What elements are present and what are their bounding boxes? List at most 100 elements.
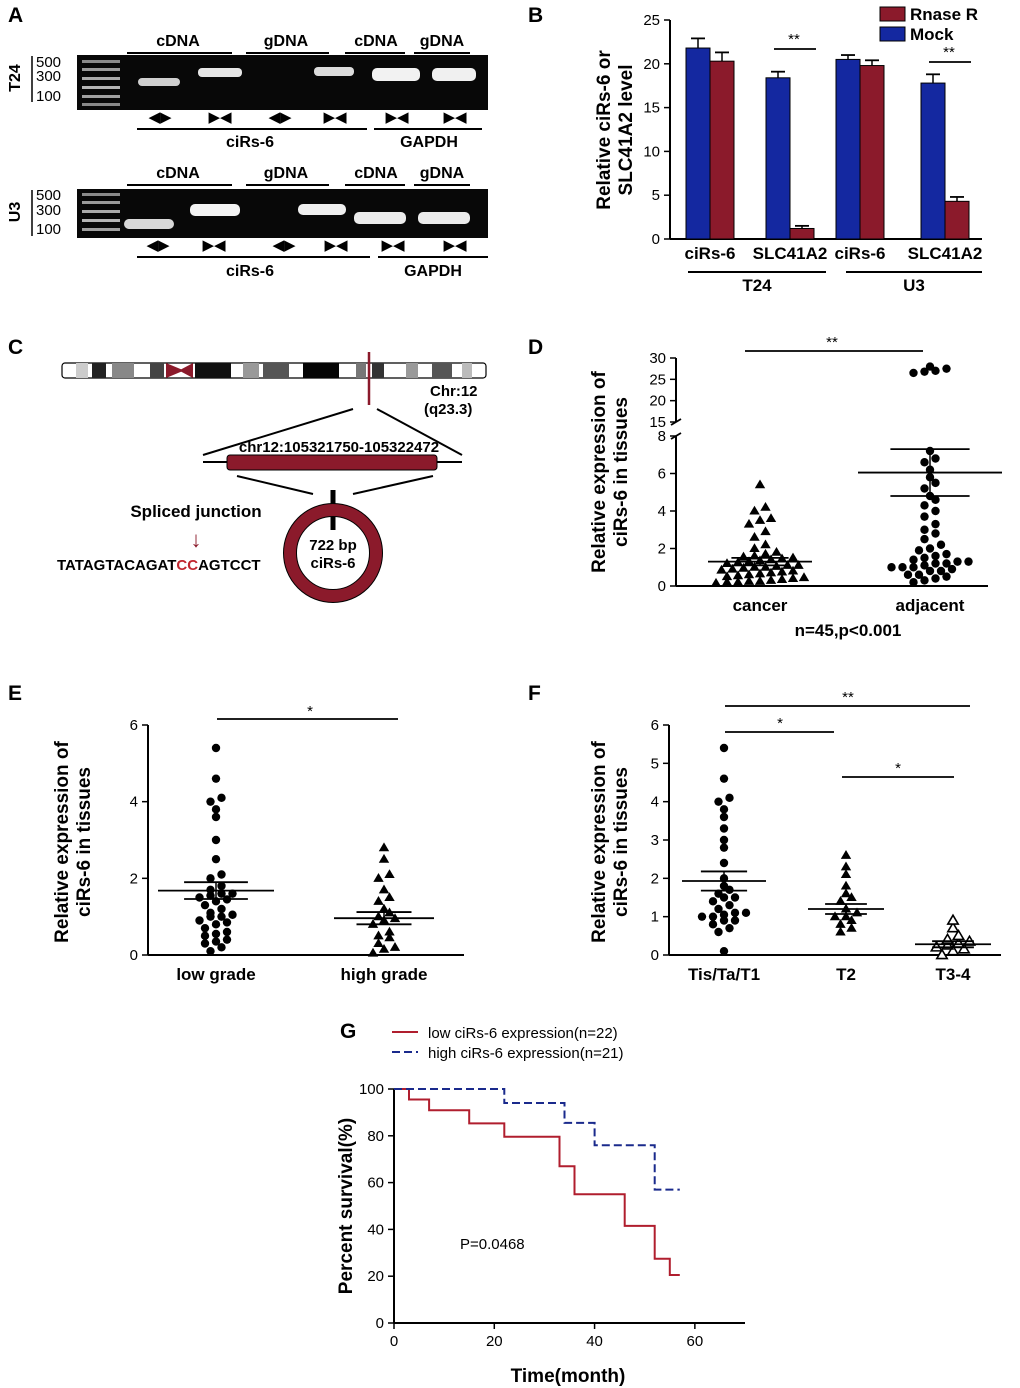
point-e-0-8: [200, 923, 210, 933]
y-tick-label-lower-d-1: 2: [658, 541, 666, 558]
circle-name: ciRs-6: [310, 555, 355, 572]
point-d-cancer-24: [721, 558, 733, 568]
point-f-0-26: [714, 797, 723, 806]
point-e-0-34: [211, 774, 221, 783]
chr-label: Chr:12: [430, 383, 478, 400]
point-f-0-2: [725, 923, 734, 933]
x-tick-label-g-0: 0: [390, 1333, 398, 1350]
point-e-0-13: [217, 912, 226, 921]
point-e-1-3: [373, 938, 384, 948]
point-d-adjacent-24: [920, 534, 929, 544]
point-d-cancer-9: [721, 571, 733, 581]
y-tick-label-lower-d-0: 0: [658, 578, 666, 595]
point-f-0-12: [725, 900, 734, 910]
y-axis-title-line1: Relative expression of: [589, 370, 610, 572]
point-f-0-22: [719, 835, 729, 845]
point-d-adjacent-43: [942, 364, 951, 373]
point-d-adjacent-27: [931, 519, 940, 529]
x-tick-label-f-1: T2: [836, 965, 856, 984]
point-d-cancer-38: [760, 526, 771, 536]
point-d-cancer-44: [754, 479, 766, 489]
y-tick-label-b-3: 15: [643, 100, 660, 117]
gel-header-gdna-2: gDNA: [420, 33, 465, 50]
point-d-cancer-17: [727, 563, 738, 573]
point-d-adjacent-38: [931, 454, 940, 463]
point-d-cancer-2: [732, 576, 744, 586]
point-d-cancer-7: [787, 573, 799, 583]
point-f-0-7: [708, 912, 718, 921]
point-d-cancer-35: [749, 543, 760, 553]
y-axis-title-line1: Relative ciRs-6 or: [594, 50, 615, 210]
point-d-cancer-42: [749, 505, 760, 515]
point-f-0-8: [719, 910, 729, 919]
point-e-0-27: [217, 870, 226, 879]
bar-mock-0: [685, 47, 711, 240]
scatter-chart-f: 0 1 2 3 4 5 6 Relative expression of ciRs-6 in t…: [589, 689, 1001, 984]
point-e-1-12: [378, 903, 390, 913]
point-e-0-26: [206, 874, 215, 883]
point-d-adjacent-6: [925, 566, 935, 576]
point-d-adjacent-2: [931, 574, 940, 583]
primer-convergent-5: ▶◀: [202, 237, 226, 254]
gel-marker-500-u3: 500: [36, 187, 61, 204]
region-label: chr12:105321750-105322472: [239, 439, 439, 456]
point-d-cancer-4: [754, 576, 766, 585]
legend-swatch-b-1: [879, 26, 906, 42]
bar-chart-b: 0 5 10 15 20 25 Relative ciRs-6 or SLC41A2 leve…: [594, 5, 982, 295]
point-e-0-7: [222, 927, 232, 937]
point-d-adjacent-44: [925, 362, 935, 371]
y-axis-title-g: Percent survival(%): [336, 1118, 357, 1294]
bar-mock-2: [835, 58, 861, 240]
point-f-0-29: [719, 743, 729, 753]
x-axis-title-g: Time(month): [511, 1366, 626, 1387]
y-tick-label-b-5: 25: [643, 12, 660, 29]
sig-label-b-1: **: [943, 44, 955, 61]
point-d-adjacent-18: [920, 553, 929, 563]
point-f-0-27: [725, 793, 734, 803]
point-f-1-14: [840, 850, 852, 859]
primer-convergent-4: ▶◀: [443, 109, 467, 126]
panel-label-f: F: [528, 682, 541, 705]
junction-sequence: TATAGTACAGATCCAGTCCT: [57, 557, 261, 574]
point-d-cancer-11: [743, 569, 755, 579]
y-tick-label-e-0: 0: [130, 947, 138, 964]
y-tick-label-upper-d-0: 15: [649, 414, 666, 431]
point-d-adjacent-11: [909, 563, 918, 572]
y-tick-label-e-3: 6: [130, 717, 138, 734]
point-f-0-5: [730, 916, 740, 925]
bar-rnase-r-1: [789, 227, 815, 240]
point-e-1-19: [378, 842, 390, 852]
point-d-adjacent-28: [920, 512, 929, 521]
point-e-0-21: [206, 891, 215, 900]
point-d-adjacent-16: [964, 557, 973, 566]
point-e-0-22: [217, 889, 226, 898]
point-e-0-31: [211, 805, 221, 814]
x-tick-label-b-2: ciRs-6: [834, 244, 885, 263]
point-d-cancer-30: [787, 552, 799, 562]
point-f-0-1: [714, 927, 723, 937]
scatter-chart-d: 0 2 4 6 815 20 25 30 Relative expression of ciRs-…: [589, 334, 1002, 640]
gel-row-label-t24: T24: [7, 64, 24, 92]
point-d-adjacent-1: [920, 576, 929, 585]
point-f-0-10: [741, 908, 751, 918]
y-tick-label-f-2: 2: [651, 870, 659, 887]
point-d-cancer-36: [760, 539, 771, 549]
gel-header-cdna-3: cDNA: [156, 165, 200, 182]
sig-label-f-1: *: [895, 760, 901, 777]
x-tick-label-g-2: 40: [586, 1333, 603, 1350]
point-e-0-29: [211, 835, 221, 845]
point-d-cancer-8: [798, 572, 810, 582]
point-d-cancer-6: [776, 574, 788, 583]
point-e-1-0: [367, 947, 379, 957]
x-tick-label-f-0: Tis/Ta/T1: [688, 965, 760, 984]
point-e-1-5: [373, 930, 384, 940]
sig-label-f-2: **: [842, 689, 854, 706]
point-d-adjacent-20: [942, 549, 951, 559]
x-tick-label-e-0: low grade: [176, 965, 255, 984]
y-axis-title-line2: ciRs-6 in tissues: [74, 767, 95, 917]
point-e-0-9: [211, 920, 221, 929]
y-axis-title-line1: Relative expression of: [589, 740, 610, 942]
point-d-cancer-3: [743, 576, 755, 585]
y-tick-label-g-4: 80: [367, 1128, 384, 1145]
panel-label-a: A: [8, 4, 23, 27]
